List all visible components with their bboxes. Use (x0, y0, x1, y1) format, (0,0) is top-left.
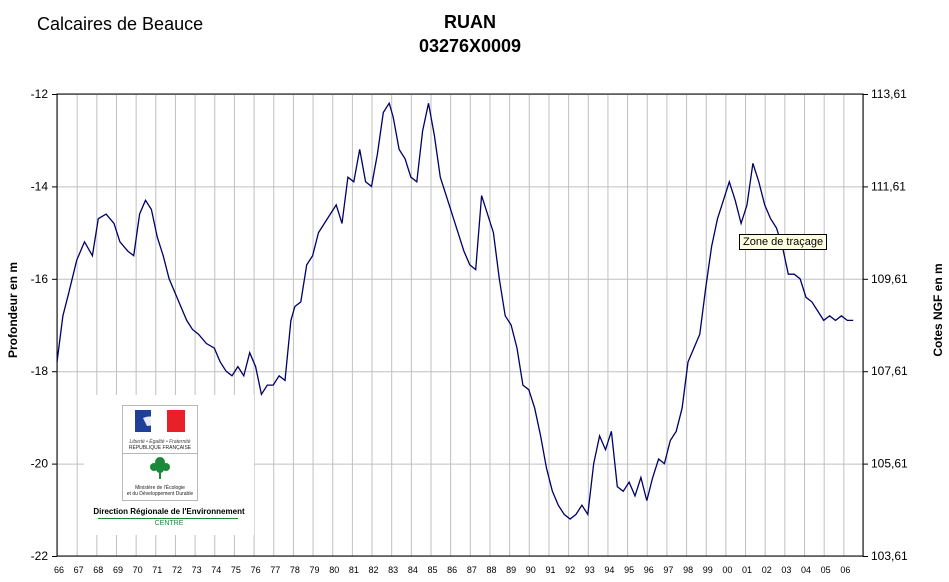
tree-icon (150, 457, 170, 479)
x-tick-label: 68 (93, 565, 103, 575)
x-tick-label: 66 (54, 565, 64, 575)
x-tick-label: 78 (290, 565, 300, 575)
y-right-tick-label: 111,61 (871, 179, 906, 193)
x-tick-label: 69 (113, 565, 123, 575)
x-tick-label: 97 (663, 565, 673, 575)
ministry-logo: Ministère de l'Écologie et du Développem… (122, 453, 198, 501)
y-tick-label: -12 (31, 87, 49, 101)
x-tick-label: 85 (428, 565, 438, 575)
x-tick-label: 86 (447, 565, 457, 575)
x-tick-label: 02 (762, 565, 772, 575)
y-axis-label-right: Cotes NGF en m (931, 263, 945, 356)
x-tick-label: 76 (251, 565, 261, 575)
x-tick-label: 99 (703, 565, 713, 575)
ministry-name-1: Ministère de l'Écologie (135, 485, 185, 491)
x-tick-label: 91 (545, 565, 555, 575)
x-tick-label: 83 (388, 565, 398, 575)
x-tick-label: 93 (585, 565, 595, 575)
x-tick-label: 75 (231, 565, 241, 575)
x-tick-label: 71 (152, 565, 162, 575)
direction-name: Direction Régionale de l'Environnement (93, 507, 245, 516)
x-tick-label: 80 (329, 565, 339, 575)
ministry-name-2: et du Développement Durable (126, 491, 194, 497)
x-tick-label: 73 (192, 565, 202, 575)
x-tick-label: 84 (408, 565, 418, 575)
x-tick-label: 89 (506, 565, 516, 575)
site-title: Calcaires de Beauce (37, 14, 204, 34)
series-line (56, 101, 854, 520)
republic-name: RÉPUBLIQUE FRANÇAISE (128, 445, 192, 451)
x-tick-label: 06 (840, 565, 850, 575)
plot-frame (56, 93, 864, 557)
y-tick-label: -18 (31, 364, 49, 378)
x-tick-label: 90 (526, 565, 536, 575)
plot-area-tooltip: Zone de traçage (739, 234, 828, 250)
y-right-tick-label: 103,61 (871, 549, 908, 563)
x-tick-label: 87 (467, 565, 477, 575)
x-tick-label: 05 (821, 565, 831, 575)
x-axis: 66 67 68 69 70 71 72 73 74 75 76 77 78 79 80 81 82 83 84 85… (54, 565, 850, 575)
republic-motto: Liberté • Égalité • Fraternité (129, 439, 191, 445)
x-tick-label: 82 (369, 565, 379, 575)
x-tick-label: 67 (74, 565, 84, 575)
direction-underline (98, 518, 238, 519)
region-name: CENTRE (154, 520, 184, 527)
chart-title-code: 03276X0009 (418, 36, 522, 56)
x-tick-label: 74 (211, 565, 221, 575)
right-axis: 113,61 111,61 109,61 107,61 105,61 103,61 (863, 87, 908, 563)
y-right-tick-label: 113,61 (871, 87, 907, 101)
x-tick-label: 04 (801, 565, 811, 575)
x-tick-label: 03 (781, 565, 791, 575)
chart-title: RUAN 03276X0009 (370, 10, 570, 58)
left-axis: -12 -14 -16 -18 -20 -22 (31, 87, 57, 563)
x-tick-label: 92 (565, 565, 575, 575)
y-axis-label-left: Profondeur en m (6, 262, 20, 358)
x-tick-label: 79 (310, 565, 320, 575)
y-right-tick-label: 107,61 (871, 364, 908, 378)
x-tick-label: 00 (722, 565, 732, 575)
y-tick-label: -22 (31, 549, 49, 563)
dren-logo: Liberté • Égalité • Fraternité RÉPUBLIQU… (84, 395, 254, 535)
x-tick-label: 96 (644, 565, 654, 575)
x-tick-label: 77 (270, 565, 280, 575)
x-tick-label: 70 (133, 565, 143, 575)
y-tick-label: -20 (31, 457, 49, 471)
x-tick-label: 94 (604, 565, 614, 575)
x-tick-label: 88 (486, 565, 496, 575)
y-right-tick-label: 105,61 (871, 457, 908, 471)
marianne-logo: Liberté • Égalité • Fraternité RÉPUBLIQU… (122, 405, 198, 457)
y-right-tick-label: 109,61 (871, 272, 908, 286)
french-flag-icon (135, 410, 185, 432)
chart-title-name: RUAN (444, 12, 496, 32)
x-tick-label: 72 (172, 565, 182, 575)
x-tick-label: 98 (683, 565, 693, 575)
y-tick-label: -14 (31, 179, 49, 193)
y-tick-label: -16 (31, 272, 49, 286)
x-tick-label: 01 (742, 565, 752, 575)
x-tick-label: 81 (349, 565, 359, 575)
x-tick-label: 95 (624, 565, 634, 575)
